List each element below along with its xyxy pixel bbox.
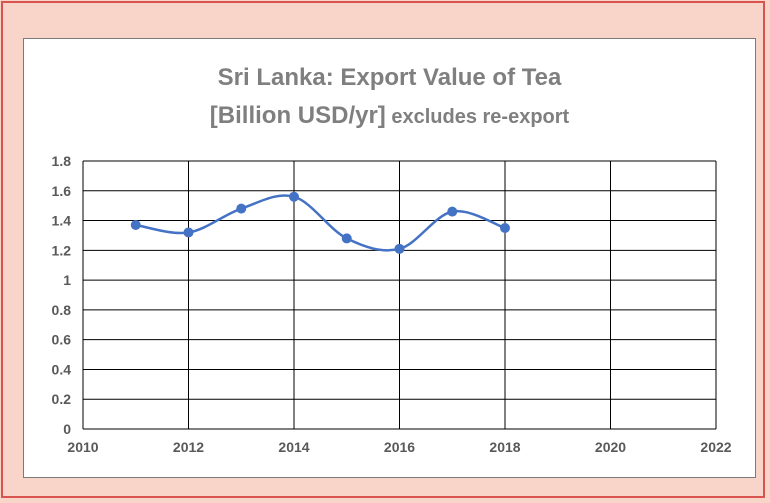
x-tick-label: 2012 (173, 439, 204, 455)
y-tick-label: 0 (63, 421, 71, 437)
chart-panel: Sri Lanka: Export Value of Tea [Billion … (23, 38, 756, 478)
y-tick-label: 1.8 (52, 153, 72, 169)
chart-subtitle: [Billion USD/yr] excludes re-export (24, 102, 755, 130)
chart-title: Sri Lanka: Export Value of Tea (217, 64, 562, 91)
data-point (394, 243, 405, 254)
y-tick-label: 0.4 (52, 361, 72, 377)
y-tick-label: 1.6 (52, 183, 72, 199)
data-point (183, 227, 194, 238)
data-point (447, 206, 458, 217)
x-tick-label: 2018 (489, 439, 520, 455)
x-tick-label: 2016 (384, 439, 415, 455)
y-tick-label: 0.6 (52, 332, 72, 348)
x-tick-label: 2010 (67, 439, 98, 455)
data-point (236, 203, 247, 214)
y-tick-label: 1 (63, 272, 71, 288)
y-tick-label: 0.2 (52, 391, 72, 407)
y-tick-label: 1.2 (52, 242, 72, 258)
x-tick-label: 2022 (700, 439, 731, 455)
data-point (289, 191, 299, 202)
chart-title-note: excludes re-export (385, 106, 570, 128)
series-line (135, 194, 506, 252)
chart-title-unit: [Billion USD/yr] (209, 102, 386, 129)
x-tick-label: 2020 (595, 439, 626, 455)
y-tick-label: 1.4 (52, 213, 72, 229)
data-point (341, 233, 352, 244)
data-point (500, 223, 510, 233)
line-chart: 0 0.2 0.4 0.6 0.8 1 1.2 1.4 1.6 1.8 2010 2012 2014 20… (52, 153, 732, 455)
data-point (130, 220, 141, 231)
x-tick-label: 2014 (278, 439, 309, 455)
y-tick-label: 0.8 (52, 302, 72, 318)
